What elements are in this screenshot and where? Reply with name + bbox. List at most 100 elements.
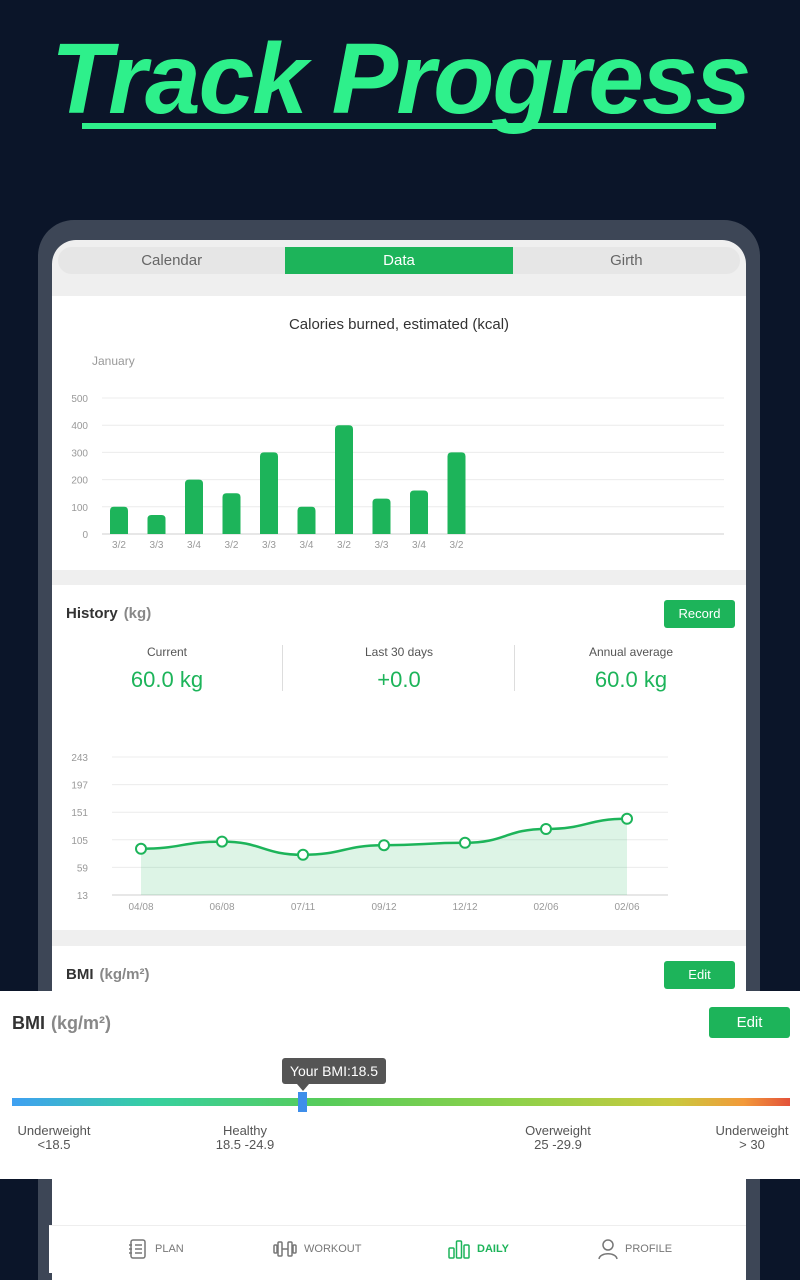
calories-bar xyxy=(222,493,241,534)
nav-workout[interactable]: WORKOUT xyxy=(272,1238,361,1260)
weight-point xyxy=(540,823,552,835)
weight-point xyxy=(621,812,633,825)
weight-x-tick-label: 09/12 xyxy=(371,902,396,913)
bmi-zoom-panel: BMI (kg/m²) Edit Your BMI:18.5 Underweigh… xyxy=(0,991,800,1179)
nav-daily[interactable]: DAILY xyxy=(447,1238,509,1260)
weight-y-tick-label: 197 xyxy=(71,781,88,792)
nav-profile-label: PROFILE xyxy=(625,1243,673,1255)
calories-x-tick-label: 3/4 xyxy=(187,540,201,551)
stat-divider xyxy=(282,645,283,691)
weight-x-tick-label: 12/12 xyxy=(452,902,477,913)
calories-y-tick-label: 500 xyxy=(71,394,88,405)
stat-current-value: 60.0 kg xyxy=(130,667,204,692)
calories-chart: 0 100 200 300 400 500 3/2 3/3 3/4 3/2 3/3 3/4 3/2 3/3… xyxy=(71,394,724,551)
bmi-tooltip: Your BMI:18.5 xyxy=(282,1058,386,1084)
calories-x-tick-label: 3/2 xyxy=(112,540,126,551)
calories-bar xyxy=(335,425,353,534)
weight-y-tick-label: 59 xyxy=(77,863,89,874)
bmi-category-range: <18.5 xyxy=(37,1137,71,1152)
bmi-marker[interactable] xyxy=(298,1092,307,1112)
calories-x-tick-label: 3/4 xyxy=(300,540,314,551)
calories-chart-title: Calories burned, estimated (kcal) xyxy=(288,316,510,333)
record-button[interactable]: Record xyxy=(664,600,735,628)
calories-bar xyxy=(110,506,128,534)
bmi-card-title-text: BMI xyxy=(66,966,94,983)
bmi-category-overweight: Overweight 25 -29.9 xyxy=(518,1124,598,1152)
bmi-category-range: 25 -29.9 xyxy=(534,1137,582,1152)
bmi-card-edit-button[interactable]: Edit xyxy=(664,961,735,989)
stat-last-30-value: +0.0 xyxy=(377,667,421,692)
nav-plan[interactable]: PLAN xyxy=(127,1238,184,1260)
weight-point xyxy=(135,842,147,855)
calories-bar xyxy=(410,490,428,534)
bmi-tooltip-arrow xyxy=(297,1084,309,1091)
bmi-unit: (kg/m²) xyxy=(51,1013,111,1033)
bmi-category-range: 18.5 -24.9 xyxy=(215,1137,275,1152)
calories-bar xyxy=(447,452,466,534)
calories-y-tick-label: 200 xyxy=(71,476,88,487)
calories-bar xyxy=(297,506,316,534)
calories-chart-month: January xyxy=(92,354,135,368)
calories-y-tick-label: 400 xyxy=(71,421,88,432)
bmi-category-obese: Underweight > 30 xyxy=(712,1124,792,1152)
nav-plan-label: PLAN xyxy=(155,1243,184,1255)
promo-headline: Track Progress xyxy=(50,23,751,135)
history-card: History (kg) Record Current 60.0 kg Last … xyxy=(52,585,746,930)
segmented-tabs: Calendar Data Girth xyxy=(58,247,740,274)
bmi-title-text: BMI xyxy=(12,1013,45,1033)
calories-x-tick-label: 3/3 xyxy=(150,540,164,551)
history-unit: (kg) xyxy=(123,605,152,622)
weight-chart: 13 59 105 151 197 243 04/08 06/08 07/11 09/12 12/1… xyxy=(71,753,668,913)
calories-x-tick-label: 3/3 xyxy=(262,540,276,551)
calories-bar xyxy=(147,514,166,534)
weight-point xyxy=(297,848,309,861)
calories-x-tick-label: 3/2 xyxy=(225,540,239,551)
bmi-card-unit: (kg/m²) xyxy=(99,966,150,983)
weight-y-tick-label: 151 xyxy=(71,808,88,819)
weight-x-tick-label: 04/08 xyxy=(128,902,153,913)
tab-calendar[interactable]: Calendar xyxy=(141,252,203,269)
calories-x-tick-label: 3/3 xyxy=(375,540,389,551)
stat-current: Current 60.0 kg xyxy=(52,645,282,693)
nav-profile[interactable]: PROFILE xyxy=(597,1238,672,1260)
tab-data[interactable]: Data xyxy=(285,247,513,274)
bmi-category-name: Healthy xyxy=(222,1123,268,1138)
bottom-navigation: PLAN WORKOUT DAILY PROFILE xyxy=(49,1225,746,1273)
calories-card: Calories burned, estimated (kcal) Januar… xyxy=(52,296,746,570)
weight-y-tick-label: 105 xyxy=(71,836,88,847)
calories-x-tick-label: 3/2 xyxy=(337,540,351,551)
bmi-category-name: Underweight xyxy=(17,1123,91,1138)
bmi-category-underweight: Underweight <18.5 xyxy=(14,1124,94,1152)
bmi-scale-bar xyxy=(12,1098,790,1106)
history-title-text: History xyxy=(66,605,118,622)
dumbbell-icon xyxy=(272,1238,298,1260)
weight-x-tick-label: 07/11 xyxy=(291,902,316,913)
bmi-title: BMI (kg/m²) xyxy=(12,1013,111,1034)
bmi-edit-button[interactable]: Edit xyxy=(709,1007,790,1038)
weight-y-tick-label: 13 xyxy=(77,891,89,902)
plan-icon xyxy=(127,1238,149,1260)
nav-workout-label: WORKOUT xyxy=(304,1243,362,1255)
calories-x-tick-label: 3/4 xyxy=(412,540,426,551)
stat-divider xyxy=(514,645,515,691)
calories-bar xyxy=(260,452,278,534)
weight-x-tick-label: 02/06 xyxy=(614,902,639,913)
calories-bar xyxy=(372,498,391,534)
calories-y-tick-label: 0 xyxy=(82,530,88,541)
bmi-card-title: BMI (kg/m²) xyxy=(66,966,150,983)
person-icon xyxy=(597,1238,619,1260)
calories-bar xyxy=(185,479,203,534)
weight-area-fill xyxy=(141,818,627,895)
stat-annual-average: Annual average 60.0 kg xyxy=(516,645,746,693)
nav-daily-label: DAILY xyxy=(477,1243,509,1255)
stat-annual-label: Annual average xyxy=(588,645,674,659)
weight-point xyxy=(216,835,228,848)
weight-x-tick-label: 06/08 xyxy=(209,902,234,913)
tab-girth[interactable]: Girth xyxy=(610,252,643,269)
bmi-category-name: Underweight xyxy=(715,1123,789,1138)
weight-point xyxy=(459,836,471,849)
stat-current-label: Current xyxy=(146,645,187,659)
weight-point xyxy=(378,839,390,852)
stat-last-30-label: Last 30 days xyxy=(364,645,434,659)
calories-x-tick-label: 3/2 xyxy=(450,540,464,551)
